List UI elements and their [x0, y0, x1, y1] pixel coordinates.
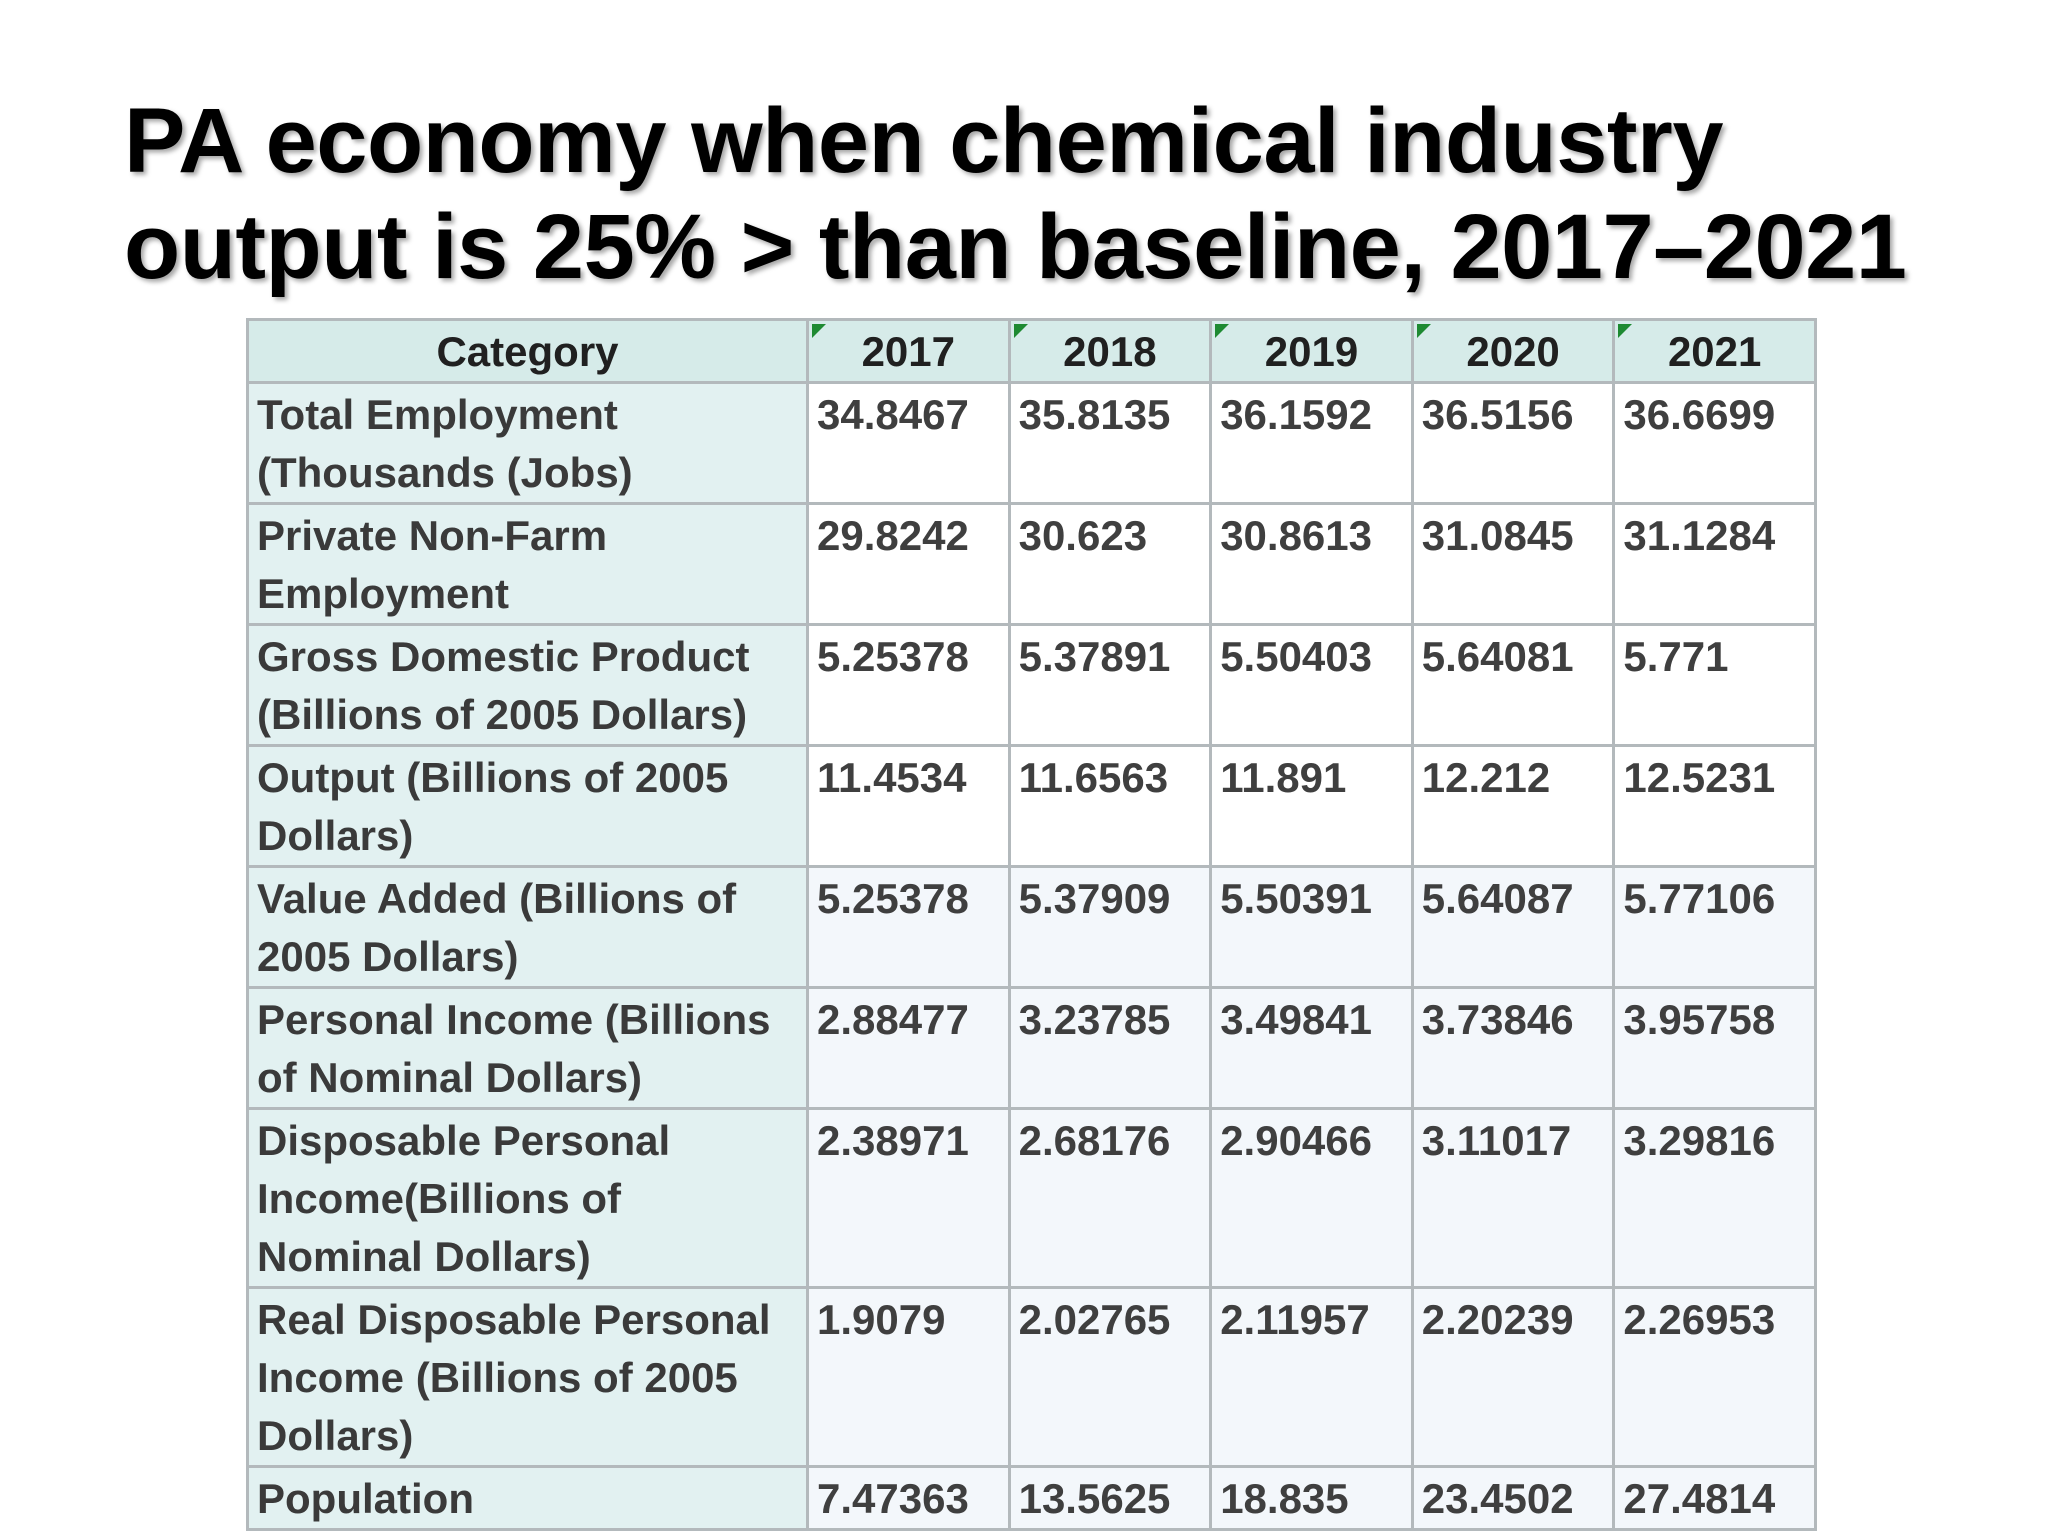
table-cell: 30.623: [1007, 502, 1213, 626]
row-category: Population: [246, 1465, 809, 1531]
header-year: 2017: [806, 318, 1011, 384]
row-category: Real Disposable Personal Income (Billion…: [246, 1286, 809, 1468]
comment-marker-icon: [1618, 324, 1633, 338]
table-cell: 31.1284: [1612, 502, 1817, 626]
table-row: Personal Income (Billions of Nominal Dol…: [246, 986, 1817, 1110]
table-cell: 5.37891: [1007, 623, 1213, 747]
table-row: Population 7.47363 13.5625 18.835 23.450…: [246, 1465, 1817, 1531]
header-year: 2020: [1410, 318, 1616, 384]
table-cell: 12.5231: [1612, 744, 1817, 868]
table-cell: 5.25378: [806, 865, 1011, 989]
slide-title: PA economy when chemical industry output…: [124, 88, 1907, 300]
table-cell: 5.64087: [1410, 865, 1616, 989]
table-cell: 1.9079: [806, 1286, 1011, 1468]
header-year-label: 2020: [1466, 328, 1560, 375]
table-row: Gross Domestic Product (Billions of 2005…: [246, 623, 1817, 747]
table-cell: 12.212: [1410, 744, 1616, 868]
header-year-label: 2021: [1667, 328, 1762, 375]
table-cell: 11.891: [1209, 744, 1414, 868]
row-category: Disposable Personal Income(Billions of N…: [246, 1107, 809, 1289]
row-category: Value Added (Billions of 2005 Dollars): [246, 865, 809, 989]
comment-marker-icon: [812, 324, 826, 338]
row-category: Gross Domestic Product (Billions of 2005…: [246, 623, 809, 747]
table-cell: 2.38971: [806, 1107, 1011, 1289]
table-cell: 36.1592: [1209, 381, 1414, 505]
table-row: Output (Billions of 2005 Dollars) 11.453…: [246, 744, 1817, 868]
table-row: Private Non-Farm Employment 29.8242 30.6…: [246, 502, 1817, 626]
table-cell: 5.771: [1612, 623, 1817, 747]
header-category: Category: [246, 318, 809, 384]
table-cell: 35.8135: [1007, 381, 1213, 505]
row-category: Private Non-Farm Employment: [246, 502, 809, 626]
table-cell: 2.88477: [806, 986, 1011, 1110]
row-category: Output (Billions of 2005 Dollars): [246, 744, 809, 868]
table-row: Disposable Personal Income(Billions of N…: [246, 1107, 1817, 1289]
table-cell: 18.835: [1209, 1465, 1414, 1531]
header-year: 2018: [1007, 318, 1213, 384]
table-cell: 30.8613: [1209, 502, 1414, 626]
table-cell: 2.26953: [1612, 1286, 1817, 1468]
comment-marker-icon: [1416, 324, 1431, 338]
table-cell: 3.95758: [1612, 986, 1817, 1110]
table-cell: 7.47363: [806, 1465, 1011, 1531]
table-cell: 3.11017: [1410, 1107, 1616, 1289]
table-cell: 36.5156: [1410, 381, 1616, 505]
table-cell: 2.20239: [1410, 1286, 1616, 1468]
table-row: Total Employment (Thousands (Jobs) 34.84…: [246, 381, 1817, 505]
table-cell: 5.64081: [1410, 623, 1616, 747]
comment-marker-icon: [1215, 324, 1230, 338]
data-table: Category 2017 2018 2019 2020 2021 Total …: [246, 318, 1817, 1531]
header-year-label: 2019: [1264, 328, 1359, 375]
table-cell: 31.0845: [1410, 502, 1616, 626]
table-cell: 5.50403: [1209, 623, 1414, 747]
table-cell: 11.4534: [806, 744, 1011, 868]
table-cell: 3.23785: [1007, 986, 1213, 1110]
table-cell: 3.73846: [1410, 986, 1616, 1110]
row-category: Total Employment (Thousands (Jobs): [246, 381, 809, 505]
table-cell: 5.37909: [1007, 865, 1213, 989]
row-category: Personal Income (Billions of Nominal Dol…: [246, 986, 809, 1110]
table-cell: 29.8242: [806, 502, 1011, 626]
slide-title-line-1: PA economy when chemical industry: [124, 90, 1724, 192]
table-cell: 2.90466: [1209, 1107, 1414, 1289]
table-cell: 2.68176: [1007, 1107, 1213, 1289]
table-cell: 5.50391: [1209, 865, 1414, 989]
table-row: Real Disposable Personal Income (Billion…: [246, 1286, 1817, 1468]
table-cell: 2.02765: [1007, 1286, 1213, 1468]
header-year: 2019: [1209, 318, 1414, 384]
table-cell: 5.25378: [806, 623, 1011, 747]
table-row: Value Added (Billions of 2005 Dollars) 5…: [246, 865, 1817, 989]
table-cell: 13.5625: [1007, 1465, 1213, 1531]
comment-marker-icon: [1013, 324, 1028, 338]
header-year-label: 2017: [861, 328, 956, 375]
slide-title-line-2: output is 25% > than baseline, 2017–2021: [124, 196, 1907, 298]
header-row: Category 2017 2018 2019 2020 2021: [246, 318, 1817, 384]
table-cell: 27.4814: [1612, 1465, 1817, 1531]
table-cell: 3.49841: [1209, 986, 1414, 1110]
table-cell: 34.8467: [806, 381, 1011, 505]
table-cell: 2.11957: [1209, 1286, 1414, 1468]
table-cell: 11.6563: [1007, 744, 1213, 868]
table-cell: 3.29816: [1612, 1107, 1817, 1289]
header-year-label: 2018: [1063, 328, 1157, 375]
table-cell: 23.4502: [1410, 1465, 1616, 1531]
header-year: 2021: [1612, 318, 1817, 384]
table-cell: 36.6699: [1612, 381, 1817, 505]
table-cell: 5.77106: [1612, 865, 1817, 989]
